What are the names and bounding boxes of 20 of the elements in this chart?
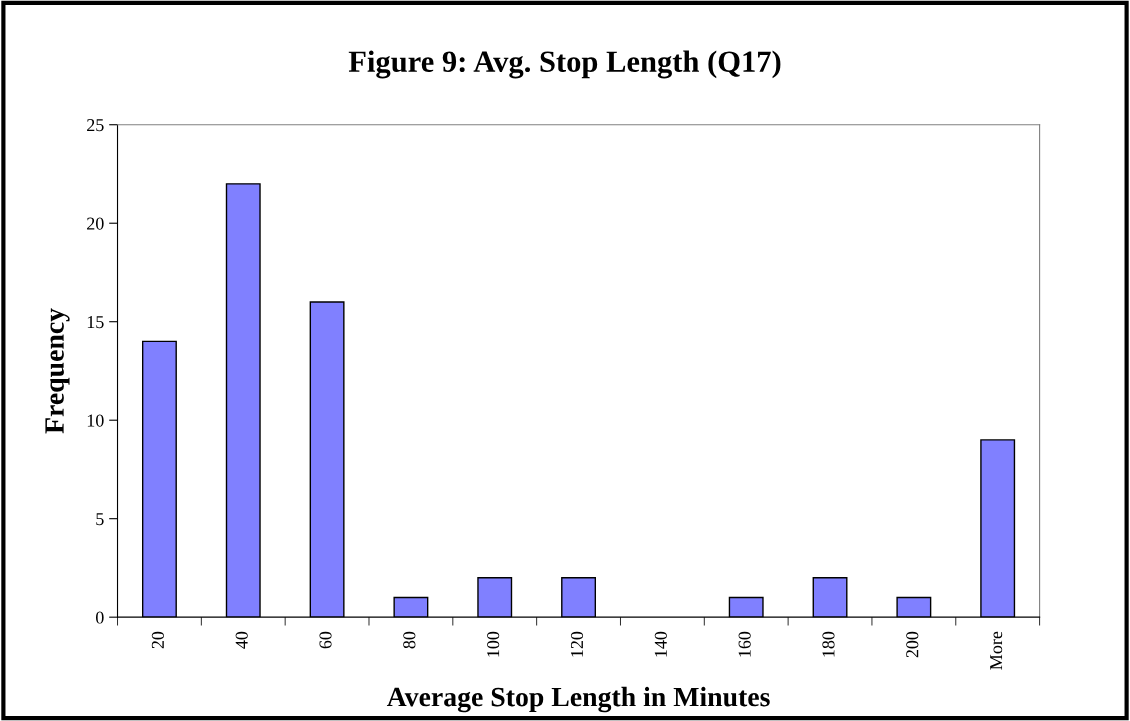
x-tick-label: 20 bbox=[151, 631, 164, 649]
x-tick-label: 160 bbox=[738, 631, 751, 657]
y-tick-label: 20 bbox=[87, 217, 104, 230]
y-axis-title: Frequency bbox=[45, 308, 70, 434]
x-tick-label: 100 bbox=[487, 631, 500, 657]
x-tick-label: 180 bbox=[822, 631, 835, 657]
x-tick-label: 120 bbox=[570, 631, 584, 657]
x-tick-label: 140 bbox=[654, 631, 667, 657]
y-tick-label: 5 bbox=[96, 513, 104, 526]
y-tick-label: 25 bbox=[87, 119, 104, 132]
x-tick-label: 200 bbox=[906, 631, 919, 658]
x-tick-label: 60 bbox=[319, 631, 332, 649]
x-tick-label: 40 bbox=[235, 631, 248, 649]
y-tick-label: 0 bbox=[95, 611, 104, 624]
x-tick-label: 80 bbox=[403, 631, 416, 649]
y-tick-label: 10 bbox=[87, 414, 104, 427]
x-axis-title: Average Stop Length in Minutes bbox=[386, 686, 770, 713]
x-tick-label: More bbox=[990, 631, 1003, 670]
chart-title: Figure 9: Avg. Stop Length (Q17) bbox=[348, 50, 781, 79]
y-tick-label: 15 bbox=[87, 316, 104, 329]
